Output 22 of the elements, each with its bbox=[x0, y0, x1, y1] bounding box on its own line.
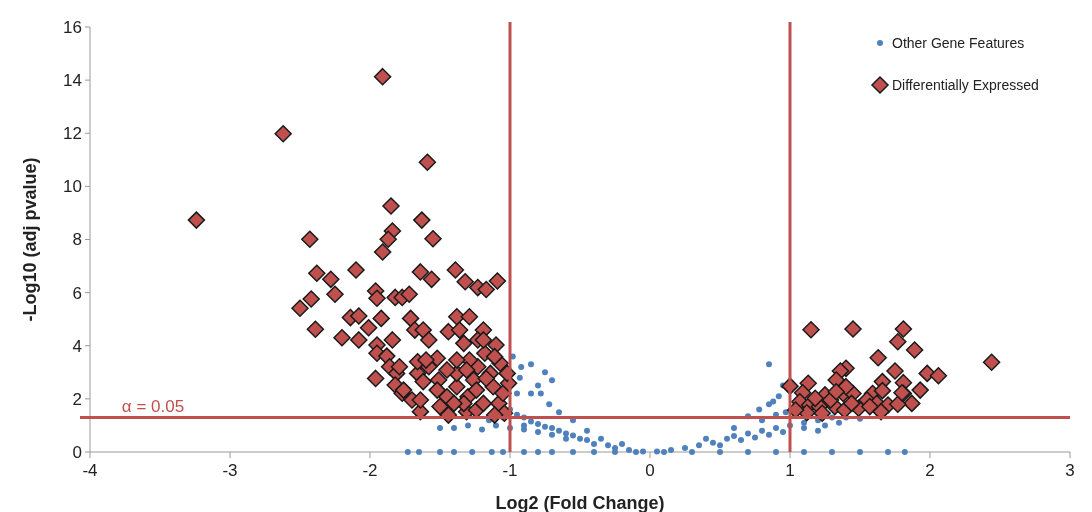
x-tick-label: 3 bbox=[1065, 461, 1075, 480]
x-axis-title: Log2 (Fold Change) bbox=[495, 493, 665, 512]
x-tick-label: -4 bbox=[82, 461, 98, 480]
x-tick-label: 1 bbox=[785, 461, 795, 480]
legend-label: Differentially Expressed bbox=[892, 76, 1039, 93]
y-tick-label: 2 bbox=[72, 389, 82, 409]
legend-label: Other Gene Features bbox=[892, 34, 1025, 51]
y-tick-label: 14 bbox=[63, 71, 82, 91]
y-tick-label: 10 bbox=[63, 177, 82, 197]
y-tick-label: 16 bbox=[63, 17, 82, 37]
x-tick-label: 2 bbox=[925, 461, 935, 480]
y-tick-label: 8 bbox=[72, 230, 82, 250]
y-axis-title: -Log10 (adj pvalue) bbox=[20, 157, 40, 322]
y-tick-label: 0 bbox=[72, 442, 82, 462]
x-tick-label: 0 bbox=[645, 461, 655, 480]
annotation: α = 0.05 bbox=[121, 397, 185, 417]
y-tick-label: 4 bbox=[72, 336, 82, 356]
x-tick-label: -2 bbox=[362, 461, 378, 480]
y-tick-label: 12 bbox=[63, 124, 82, 144]
y-tick-label: 6 bbox=[72, 283, 82, 303]
x-tick-label: -1 bbox=[502, 461, 518, 480]
x-tick-label: -3 bbox=[222, 461, 238, 480]
